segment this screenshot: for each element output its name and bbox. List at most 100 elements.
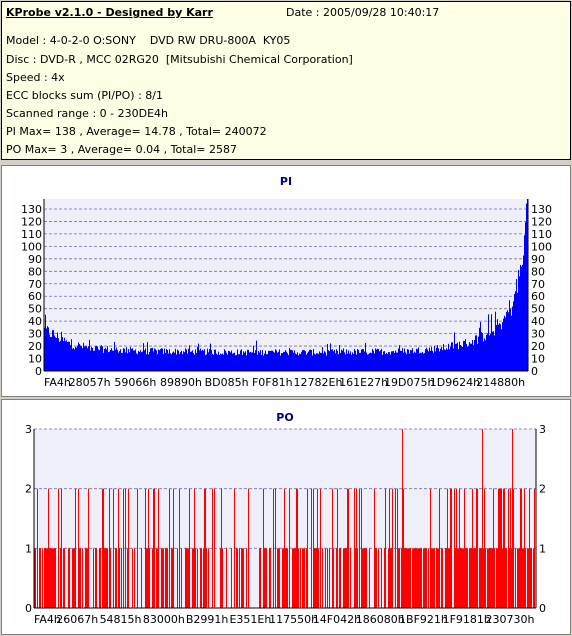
- scan-range: Scanned range : 0 - 230DE4h: [6, 107, 168, 120]
- po-bar: [316, 548, 317, 608]
- pi-bar: [73, 347, 74, 371]
- pi-bar: [176, 354, 177, 371]
- po-bar: [416, 548, 417, 608]
- pi-bar: [420, 352, 421, 371]
- po-bar: [75, 488, 76, 608]
- po-bar: [58, 488, 59, 608]
- po-bar: [125, 488, 126, 608]
- pi-bar: [240, 350, 241, 371]
- pi-bar: [342, 350, 343, 371]
- po-bar: [166, 548, 167, 608]
- pi-bar: [486, 334, 487, 371]
- po-bar: [60, 548, 61, 608]
- pi-bar: [199, 350, 200, 371]
- po-bar: [325, 548, 326, 608]
- pi-bar: [158, 349, 159, 371]
- po-bar: [355, 548, 356, 608]
- po-bar: [423, 548, 424, 608]
- po-bar: [506, 548, 507, 608]
- po-bar: [419, 548, 420, 608]
- pi-bar: [470, 343, 471, 371]
- pi-bar: [281, 353, 282, 371]
- pi-bar: [121, 353, 122, 371]
- po-bar: [116, 548, 117, 608]
- pi-bar: [492, 331, 493, 371]
- po-bar: [104, 548, 105, 608]
- pi-bar: [76, 347, 77, 371]
- pi-bar: [174, 352, 175, 371]
- pi-bar: [508, 312, 509, 371]
- po-bar: [188, 548, 189, 608]
- pi-bar: [509, 300, 510, 371]
- po-bar: [531, 548, 532, 608]
- pi-bar: [391, 351, 392, 371]
- pi-bar: [335, 353, 336, 371]
- po-bar: [375, 548, 376, 608]
- po-bar: [482, 429, 483, 608]
- pi-bar: [115, 349, 116, 371]
- pi-bar: [247, 349, 248, 371]
- po-bar: [208, 548, 209, 608]
- pi-bar: [421, 352, 422, 371]
- pi-bar: [148, 354, 149, 371]
- pi-bar: [290, 349, 291, 371]
- pi-bar: [92, 347, 93, 371]
- x-tick-label: B2991h: [186, 613, 229, 626]
- pi-bar: [384, 351, 385, 371]
- x-tick-label: 1BF921h: [399, 613, 448, 626]
- pi-bar: [401, 351, 402, 371]
- y-tick-label-left: 0: [35, 365, 42, 378]
- po-bar: [287, 548, 288, 608]
- pi-bar: [175, 348, 176, 371]
- po-bar: [100, 548, 101, 608]
- pi-bar: [63, 341, 64, 371]
- pi-bar: [167, 350, 168, 371]
- po-bar: [500, 488, 501, 608]
- pi-bar: [195, 349, 196, 371]
- pi-bar: [97, 346, 98, 371]
- pi-bar: [170, 353, 171, 371]
- pi-bar: [346, 349, 347, 371]
- po-bar: [127, 548, 128, 608]
- pi-bar: [423, 353, 424, 371]
- pi-bar: [308, 351, 309, 371]
- po-bar: [46, 548, 47, 608]
- pi-bar: [464, 340, 465, 371]
- pi-bar: [474, 339, 475, 371]
- pi-bar: [155, 349, 156, 371]
- pi-bar: [422, 352, 423, 371]
- po-bar: [434, 548, 435, 608]
- po-bar: [464, 488, 465, 608]
- po-bar: [357, 548, 358, 608]
- pi-bar: [356, 354, 357, 371]
- po-bar: [340, 548, 341, 608]
- pi-bar: [377, 348, 378, 371]
- po-bar: [200, 548, 201, 608]
- po-bar: [201, 548, 202, 608]
- pi-bar: [341, 349, 342, 371]
- pi-bar: [59, 341, 60, 371]
- pi-bar: [210, 343, 211, 371]
- pi-bar: [124, 348, 125, 371]
- pi-bar: [400, 350, 401, 371]
- po-bar: [313, 488, 314, 608]
- po-bar: [181, 548, 182, 608]
- y-tick-label-right: 80: [531, 265, 545, 278]
- pi-bar: [375, 348, 376, 371]
- pi-bar: [521, 266, 522, 371]
- pi-bar: [128, 349, 129, 371]
- po-bar: [121, 548, 122, 608]
- po-bar: [515, 548, 516, 608]
- pi-bar: [497, 319, 498, 371]
- pi-bar: [71, 339, 72, 371]
- x-tick-label: 117550h: [269, 613, 318, 626]
- po-bar: [264, 548, 265, 608]
- po-bar: [145, 488, 146, 608]
- pi-bar: [457, 342, 458, 371]
- pi-bar: [399, 345, 400, 371]
- po-bar: [430, 488, 431, 608]
- po-bar: [533, 548, 534, 608]
- pi-bar: [111, 348, 112, 371]
- pi-bar: [517, 292, 518, 371]
